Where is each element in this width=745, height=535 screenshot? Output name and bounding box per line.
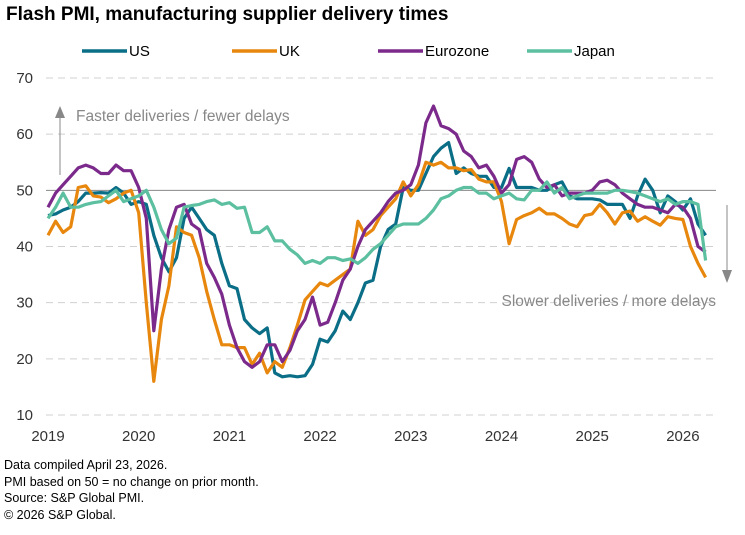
x-tick-label: 2019 [31,428,64,445]
y-tick-label: 20 [16,351,33,368]
y-tick-label: 10 [16,407,33,424]
note-copyright: © 2026 S&P Global. [4,507,116,522]
series-line-japan [46,180,708,265]
y-tick-label: 60 [16,126,33,143]
y-tick-label: 40 [16,239,33,256]
x-tick-label: 2021 [213,428,246,445]
x-tick-label: 2023 [394,428,427,445]
legend-label-uk: UK [279,43,300,60]
x-tick-label: 2024 [485,428,518,445]
series-line-uk [46,160,708,383]
legend-label-us: US [129,43,150,60]
note-compiled: Data compiled April 23, 2026. [4,458,168,472]
arrow-up-icon [55,106,65,118]
x-tick-label: 2020 [122,428,155,445]
legend-label-eurozone: Eurozone [425,43,489,60]
x-tick-label: 2026 [666,428,699,445]
x-tick-label: 2025 [576,428,609,445]
line-chart: 10 20 30 40 50 60 70 2019 2020 2021 2022 2023 2024 20… [16,43,732,445]
legend-label-japan: Japan [574,43,615,60]
y-tick-label: 30 [16,295,33,312]
note-pmi: PMI based on 50 = no change on prior mon… [4,474,259,489]
y-tick-label: 70 [16,70,33,87]
annotation-slower: Slower deliveries / more delays [501,293,716,310]
series-line-eurozone [46,104,707,369]
chart-notes: Data compiled April 23, 2026. PMI based … [4,457,259,523]
note-source: Source: S&P Global PMI. [4,491,145,505]
x-tick-label: 2022 [303,428,336,445]
annotation-faster: Faster deliveries / fewer delays [76,108,290,125]
series-line-us [47,141,707,379]
arrow-down-icon [722,270,732,283]
y-tick-label: 50 [16,182,33,199]
chart-title: Flash PMI, manufacturing supplier delive… [6,4,449,25]
